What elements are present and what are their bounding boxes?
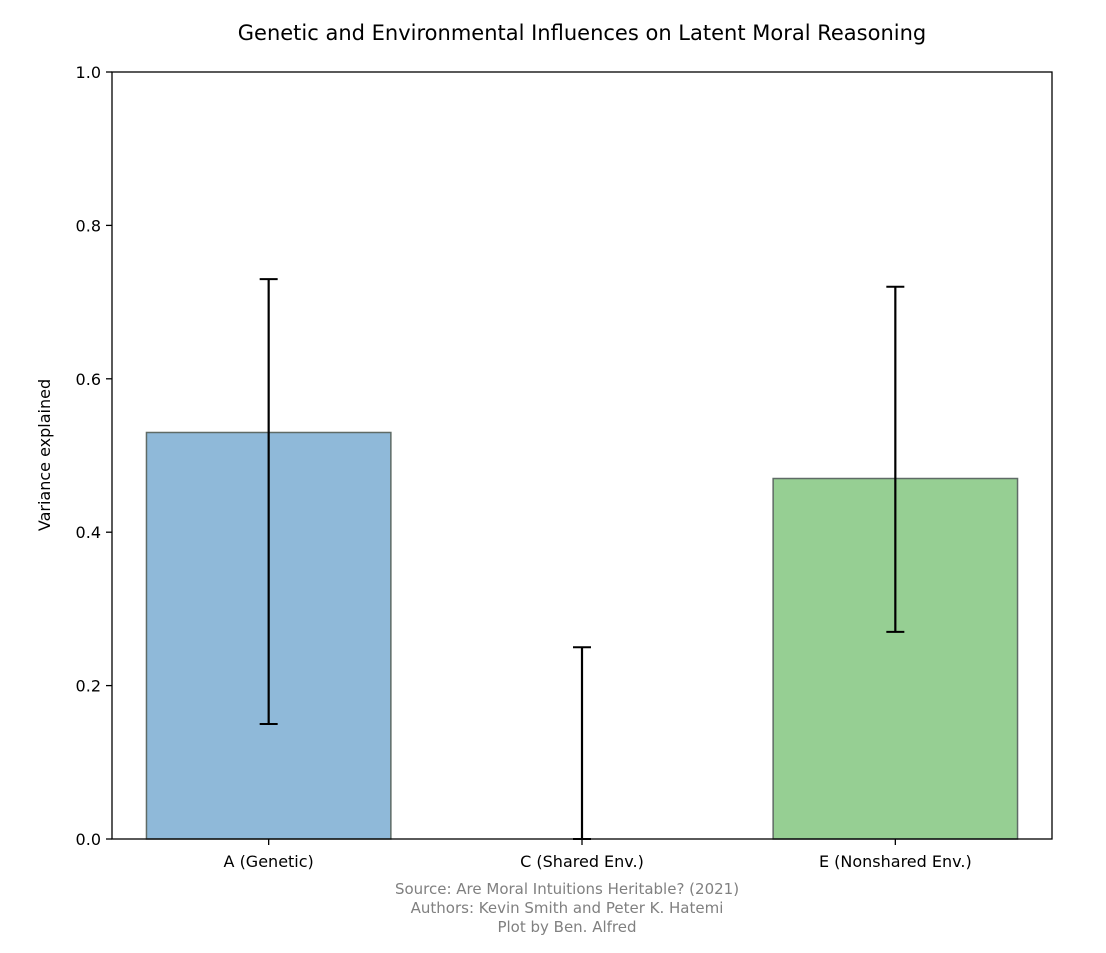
x-tick-label: E (Nonshared Env.) xyxy=(819,852,972,871)
y-tick-label: 1.0 xyxy=(76,63,101,82)
x-tick-label: A (Genetic) xyxy=(224,852,314,871)
y-tick-label: 0.4 xyxy=(76,523,101,542)
y-axis-label: Variance explained xyxy=(35,379,54,531)
x-tick-label: C (Shared Env.) xyxy=(520,852,644,871)
y-tick-label: 0.2 xyxy=(76,677,101,696)
footer-source: Source: Are Moral Intuitions Heritable? … xyxy=(394,880,740,898)
footer-plot-credit: Plot by Ben. Alfred xyxy=(497,918,637,936)
source-footer: Source: Are Moral Intuitions Heritable? … xyxy=(0,880,1106,937)
y-axis: 0.0 0.2 0.4 0.6 0.8 1.0 xyxy=(76,63,112,849)
footer-authors: Authors: Kevin Smith and Peter K. Hatemi xyxy=(410,899,724,917)
chart-title: Genetic and Environmental Influences on … xyxy=(238,21,926,45)
y-tick-label: 0.8 xyxy=(76,216,101,235)
y-tick-label: 0.6 xyxy=(76,370,101,389)
x-axis: A (Genetic) C (Shared Env.) E (Nonshared E… xyxy=(224,839,972,871)
y-tick-label: 0.0 xyxy=(76,830,101,849)
